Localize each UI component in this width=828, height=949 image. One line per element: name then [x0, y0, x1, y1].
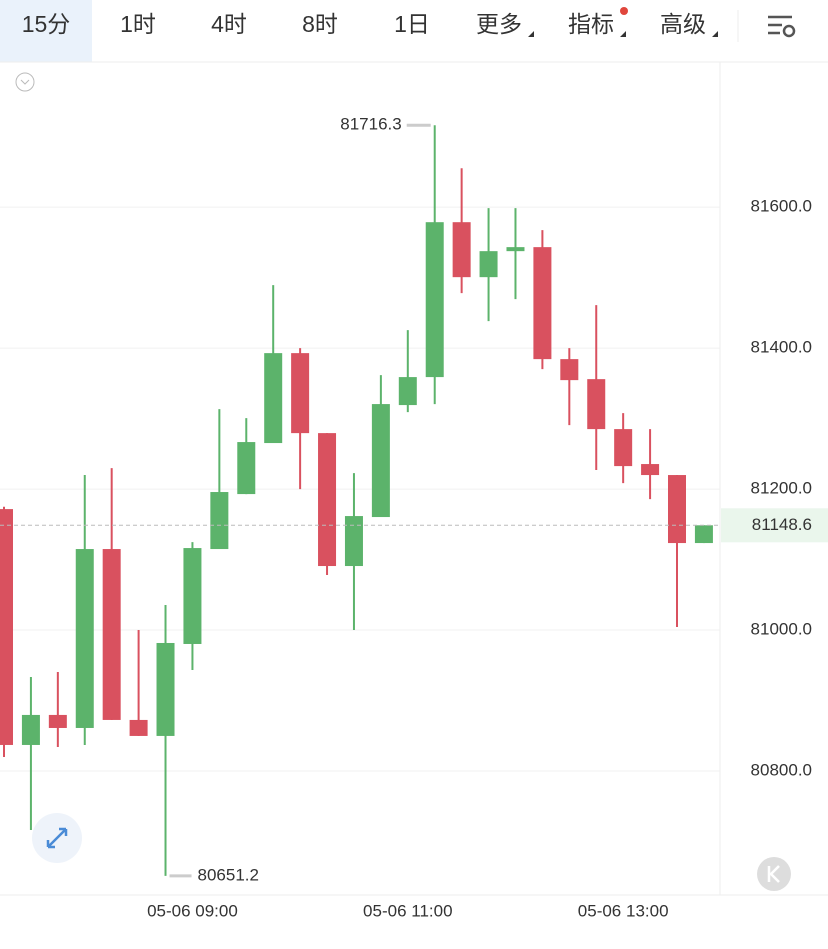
expand-button[interactable]	[32, 813, 82, 863]
candle-body	[48, 714, 67, 728]
candle-body	[452, 222, 471, 278]
notice-dot	[620, 7, 628, 15]
candle-body	[0, 509, 13, 745]
candle-body	[344, 516, 363, 567]
last-price-box	[721, 508, 828, 543]
candle-body	[264, 353, 283, 444]
collapse-button[interactable]	[15, 72, 35, 92]
candle-body	[668, 475, 686, 544]
low-label: 80651.2	[198, 865, 259, 884]
x-tick-label: 05-06 09:00	[147, 901, 238, 920]
candle-body	[694, 525, 713, 544]
toolbar: 15分 1时 4时 8时 1日 更多 指标 高级	[22, 11, 706, 37]
candle-body	[210, 492, 229, 550]
y-tick-label: 80800.0	[751, 760, 812, 779]
y-tick-label: 81400.0	[751, 338, 812, 357]
candle-body	[102, 549, 121, 720]
dropdown-arrows	[528, 31, 718, 37]
tab[interactable]: 1日	[394, 11, 430, 37]
active-tab-bg	[0, 0, 92, 62]
x-tick-label: 05-06 13:00	[578, 901, 669, 920]
tab[interactable]: 更多	[476, 11, 522, 37]
tab[interactable]: 1时	[120, 11, 156, 37]
candle-body	[425, 222, 444, 378]
candle-body	[614, 429, 633, 467]
candle-body	[156, 642, 175, 736]
high-label: 81716.3	[340, 115, 401, 134]
candle-body	[641, 464, 660, 476]
candle-body	[318, 433, 337, 567]
candle-body	[21, 714, 40, 745]
candle-body	[506, 247, 525, 252]
tab[interactable]: 4时	[211, 11, 247, 37]
candle-body	[587, 379, 606, 430]
candle-body	[371, 404, 390, 518]
candle-body	[291, 353, 310, 434]
candle-body	[479, 251, 498, 278]
candle-body	[75, 549, 94, 728]
k-button[interactable]	[757, 857, 791, 891]
candle-body	[560, 359, 579, 381]
settings-icon[interactable]	[768, 15, 796, 38]
tab[interactable]: 15分	[22, 11, 71, 37]
candle-body	[237, 442, 256, 495]
candle-body	[129, 719, 148, 736]
x-tick-label: 05-06 11:00	[363, 901, 452, 920]
y-tick-label: 81200.0	[751, 479, 812, 498]
y-tick-label: 81000.0	[751, 620, 812, 639]
tab[interactable]: 高级	[660, 11, 706, 37]
tab[interactable]: 8时	[302, 11, 338, 37]
candle-body	[533, 247, 552, 360]
tab[interactable]: 指标	[568, 11, 614, 37]
last-price-label: 81148.6	[752, 515, 812, 534]
candle-body	[398, 377, 417, 406]
y-tick-label: 81600.0	[751, 197, 812, 216]
candle-body	[183, 548, 202, 644]
